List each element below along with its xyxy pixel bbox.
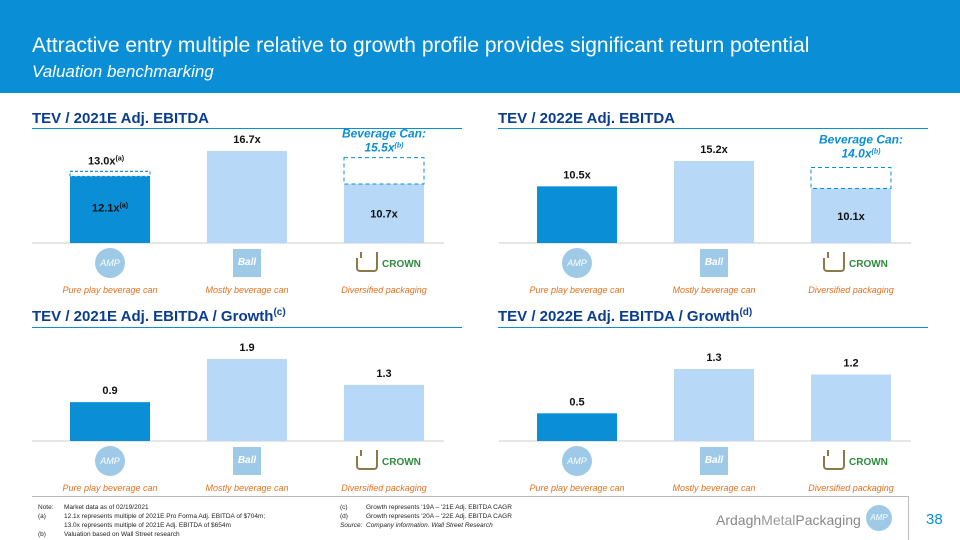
footnote-b: (b) Valuation based on Wall Street resear… (38, 531, 180, 538)
chart-3-category-label-3: Diversified packaging (341, 483, 427, 493)
chart-1-marker-box (69, 170, 151, 177)
crown-wordmark: CROWN (849, 259, 888, 271)
chart-4-category-label-1: Pure play beverage can (529, 483, 625, 493)
chart-4-value-label-3: 1.2 (843, 358, 858, 370)
footnote-d: (d) Growth represents '20A – '22E Adj. EB… (340, 513, 512, 520)
chart-3-bar-3 (344, 384, 424, 441)
note-text: Note: Market data as of 02/19/2021 (38, 504, 149, 511)
panel-rule-2 (498, 128, 928, 129)
chart-3-bar-2 (207, 359, 287, 441)
panel-title-1: TEV / 2021E Adj. EBITDA (32, 110, 209, 127)
crown-logo: CROWN (356, 449, 421, 474)
brand-wordmark: ArdaghMetalPackaging (716, 512, 861, 528)
amp-logo: AMP (562, 248, 592, 278)
crown-logo: CROWN (823, 449, 888, 474)
chart-1-category-label-1: Pure play beverage can (62, 285, 158, 295)
amp-logo: AMP (562, 446, 592, 476)
chart-1-target-box (343, 157, 425, 185)
chart-4-category-label-3: Diversified packaging (808, 483, 894, 493)
chart-4-bar-1 (537, 413, 617, 441)
ball-logo: Ball (233, 249, 261, 277)
chart-1-marker-label: 13.0x(a) (88, 155, 124, 167)
ball-logo: Ball (700, 447, 728, 475)
crown-icon (823, 251, 845, 272)
chart-2-bar-3 (811, 188, 891, 243)
crown-logo: CROWN (823, 251, 888, 276)
chart-2-target-label: Beverage Can: (819, 132, 903, 146)
chart-2-bar-2 (674, 161, 754, 243)
crown-icon (356, 449, 378, 470)
chart-2-target-value: 14.0x(b) (842, 146, 882, 160)
slide-subtitle: Valuation benchmarking (32, 62, 214, 81)
crown-wordmark: CROWN (849, 457, 888, 469)
ball-logo: Ball (700, 249, 728, 277)
chart-3-value-label-2: 1.9 (239, 342, 254, 354)
chart-2-value-label-1: 10.5x (563, 169, 591, 181)
panel-title-3: TEV / 2021E Adj. EBITDA / Growth(c) (32, 307, 286, 325)
chart-2-category-label-2: Mostly beverage can (672, 285, 756, 295)
ball-logo: Ball (233, 447, 261, 475)
crown-wordmark: CROWN (382, 457, 421, 469)
chart-3-category-label-1: Pure play beverage can (62, 483, 158, 493)
chart-1-value-label-2: 16.7x (233, 134, 261, 146)
chart-2-category-label-1: Pure play beverage can (529, 285, 625, 295)
footnote-a-line1: (a) 12.1x represents multiple of 2021E Pr… (38, 513, 266, 520)
footnote-c: (c) Growth represents '19A – '21E Adj. EB… (340, 504, 512, 511)
chart-1-category-label-3: Diversified packaging (341, 285, 427, 295)
chart-1-value-label-1: 12.1x(a) (92, 203, 128, 215)
crown-icon (356, 251, 378, 272)
chart-2-target-box (810, 166, 892, 190)
chart-3-bar-1 (70, 402, 150, 441)
chart-4-value-label-2: 1.3 (706, 352, 721, 364)
chart-1-category-label-2: Mostly beverage can (205, 285, 289, 295)
source-note: Source: Company information. Wall Street … (340, 522, 493, 529)
amp-logo: AMP (95, 248, 125, 278)
chart-1-target-label: Beverage Can: (342, 127, 426, 141)
panel-title-4: TEV / 2022E Adj. EBITDA / Growth(d) (498, 307, 753, 325)
panel-rule-4 (498, 327, 928, 328)
panel-rule-3 (32, 327, 462, 328)
crown-logo: CROWN (356, 251, 421, 276)
slide-title: Attractive entry multiple relative to gr… (32, 34, 810, 57)
footnote-a-line2: 13.0x represents multiple of 2021E Adj. … (64, 522, 231, 529)
chart-1-bar-3 (344, 184, 424, 243)
chart-2-bar-1 (537, 186, 617, 243)
chart-2-value-label-3: 10.1x (837, 211, 865, 223)
chart-3-value-label-1: 0.9 (102, 385, 117, 397)
crown-wordmark: CROWN (382, 259, 421, 271)
crown-icon (823, 449, 845, 470)
chart-1-target-value: 15.5x(b) (365, 141, 405, 155)
page-number: 38 (926, 511, 943, 528)
panel-title-2: TEV / 2022E Adj. EBITDA (498, 110, 675, 127)
chart-4-value-label-1: 0.5 (569, 396, 584, 408)
chart-1-bar-2 (207, 151, 287, 243)
chart-2-value-label-2: 15.2x (700, 144, 728, 156)
chart-2-category-label-3: Diversified packaging (808, 285, 894, 295)
chart-4-category-label-2: Mostly beverage can (672, 483, 756, 493)
chart-4-bar-2 (674, 369, 754, 441)
chart-1-bar-1 (70, 176, 150, 243)
chart-1-value-label-3: 10.7x (370, 209, 398, 221)
amp-brand-logo: AMP (866, 505, 892, 531)
chart-4-bar-3 (811, 374, 891, 441)
footer-vertical-divider (908, 496, 909, 540)
chart-3-category-label-2: Mostly beverage can (205, 483, 289, 493)
header-banner: Attractive entry multiple relative to gr… (0, 0, 960, 93)
amp-logo: AMP (95, 446, 125, 476)
footer-divider (32, 496, 908, 497)
chart-3-value-label-3: 1.3 (376, 368, 391, 380)
panel-rule-1 (32, 128, 462, 129)
